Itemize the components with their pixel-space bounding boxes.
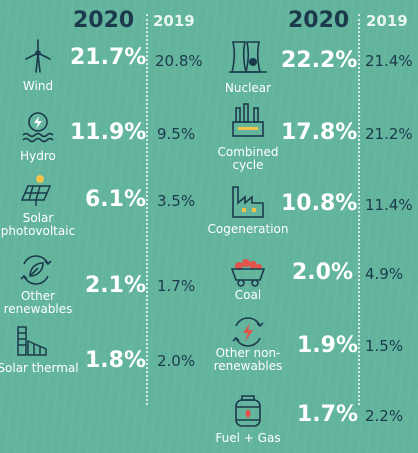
label-cogeneration: Cogeneration <box>207 222 289 236</box>
value-2020-nuclear: 22.2% <box>281 48 358 73</box>
value-2019-solar-thermal: 2.0% <box>157 352 196 370</box>
label-coal: Coal <box>234 288 262 302</box>
value-2020-other-renewables: 2.1% <box>85 273 147 298</box>
label-nuclear: Nuclear <box>224 81 272 95</box>
label-fuel-gas: Fuel + Gas <box>215 431 281 445</box>
energy-recycle-icon <box>232 317 264 347</box>
label-solar-photovoltaic: Solar photovoltaic <box>0 211 76 238</box>
left-divider <box>146 14 148 405</box>
wind-turbine-icon <box>25 39 51 73</box>
hydro-icon <box>22 112 54 143</box>
label-other-renewables: Other renewables <box>3 289 73 316</box>
right-divider <box>358 14 360 405</box>
value-2019-cogeneration: 11.4% <box>365 196 413 214</box>
value-2020-combined-cycle: 17.8% <box>281 120 358 145</box>
combined-cycle-icon <box>232 103 264 137</box>
value-2020-wind: 21.7% <box>70 45 147 70</box>
value-2019-coal: 4.9% <box>365 265 404 283</box>
label-hydro: Hydro <box>20 149 56 163</box>
value-2020-coal: 2.0% <box>292 260 354 285</box>
solar-thermal-icon <box>17 326 47 356</box>
label-wind: Wind <box>22 79 54 93</box>
value-2019-combined-cycle: 21.2% <box>365 125 413 143</box>
left-header-2020: 2020 <box>73 8 135 33</box>
coal-cart-icon <box>230 259 266 287</box>
right-header-2019: 2019 <box>366 12 408 30</box>
value-2020-solar-thermal: 1.8% <box>85 348 147 373</box>
label-combined-cycle: Combined cycle <box>217 145 279 172</box>
leaf-recycle-icon <box>20 255 52 285</box>
value-2019-other-non-renewables: 1.5% <box>365 337 404 355</box>
value-2019-hydro: 9.5% <box>157 125 196 143</box>
left-header-2019: 2019 <box>153 12 195 30</box>
gas-cylinder-icon <box>235 395 261 427</box>
value-2019-other-renewables: 1.7% <box>157 277 196 295</box>
value-2020-solar-photovoltaic: 6.1% <box>85 187 147 212</box>
factory-icon <box>232 186 264 218</box>
value-2019-wind: 20.8% <box>155 52 203 70</box>
right-header-2020: 2020 <box>288 8 350 33</box>
label-other-non-renewables: Other non-renewables <box>213 346 283 373</box>
value-2020-hydro: 11.9% <box>70 120 147 145</box>
value-2019-fuel-gas: 2.2% <box>365 407 404 425</box>
nuclear-plant-icon <box>229 41 267 73</box>
value-2019-solar-photovoltaic: 3.5% <box>157 192 196 210</box>
value-2019-nuclear: 21.4% <box>365 52 413 70</box>
value-2020-fuel-gas: 1.7% <box>297 402 359 427</box>
label-solar-thermal: Solar thermal <box>0 361 79 375</box>
solar-panel-icon <box>20 175 52 206</box>
value-2020-cogeneration: 10.8% <box>281 191 358 216</box>
value-2020-other-non-renewables: 1.9% <box>297 333 359 358</box>
